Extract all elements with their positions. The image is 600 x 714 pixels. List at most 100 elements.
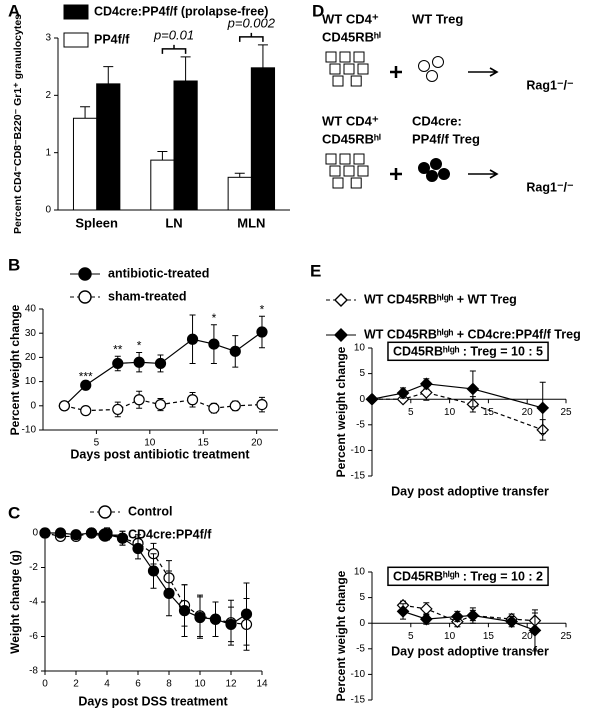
y-tick-label: 5	[359, 592, 365, 603]
marker	[396, 386, 410, 400]
y-tick-label: -6	[29, 631, 38, 642]
marker	[39, 527, 51, 539]
x-tick-label: 10	[444, 631, 456, 642]
y-tick-label: -8	[29, 666, 38, 677]
marker	[419, 602, 433, 616]
x-tick-label: 0	[42, 679, 48, 690]
treg-icon	[430, 158, 442, 170]
x-tick-label: 6	[135, 679, 141, 690]
bar	[250, 67, 276, 211]
marker	[225, 618, 237, 631]
cell-icon	[350, 177, 362, 189]
y-tick-label: 0	[32, 528, 38, 539]
y-tick-label: 2	[45, 90, 51, 101]
x-tick-label: 4	[104, 679, 110, 690]
x-tick-label: 20	[251, 438, 263, 449]
cell-icon	[332, 75, 344, 87]
plus-sign	[390, 168, 402, 180]
legend-label: Control	[128, 504, 172, 518]
y-axis-label: Percent weight change	[334, 570, 348, 701]
marker	[466, 609, 480, 622]
marker	[229, 345, 241, 357]
marker	[112, 403, 124, 416]
treg-icon	[426, 170, 438, 182]
marker	[334, 293, 348, 307]
legend-swatch	[63, 32, 89, 48]
significance-bracket	[161, 44, 187, 54]
y-tick-label: 0	[359, 394, 365, 405]
marker	[98, 505, 112, 519]
y-tick-label: 30	[25, 328, 37, 339]
y-tick-label: -10	[351, 445, 366, 456]
series-line	[45, 532, 247, 626]
x-tick-label: 20	[522, 631, 534, 642]
significance-mark: **	[113, 342, 123, 356]
cell-icon	[353, 51, 365, 63]
marker	[70, 529, 82, 541]
y-tick-label: -15	[351, 695, 366, 706]
marker	[98, 528, 112, 542]
significance-mark: *	[137, 339, 142, 353]
marker	[154, 398, 167, 411]
x-tick-label: MLN	[237, 215, 265, 230]
marker	[133, 356, 145, 368]
cell-icon	[339, 51, 351, 63]
legend-label: PP4f/f	[94, 32, 130, 46]
cell-icon	[329, 165, 341, 177]
marker	[209, 613, 222, 625]
chart-title: CD45RBʰⁱᵍʰ : Treg = 10 : 2	[393, 569, 543, 583]
legend-label: WT CD45RBʰⁱᵍʰ + CD4cre:PP4f/f Treg	[364, 327, 581, 341]
title-box	[387, 341, 549, 362]
marker	[419, 377, 433, 391]
marker	[85, 527, 98, 539]
y-tick-label: 0	[45, 205, 51, 216]
x-tick-label: 2	[73, 679, 79, 690]
marker	[112, 357, 124, 370]
marker	[178, 605, 191, 617]
x-tick-label: 8	[166, 679, 172, 690]
y-axis-label: Percent weight change	[8, 304, 22, 435]
marker	[528, 624, 542, 637]
treg-label: WT Treg	[412, 11, 463, 26]
cell-icon	[343, 63, 355, 75]
marker	[256, 326, 268, 338]
x-tick-label: 10	[444, 407, 456, 418]
error-bar	[234, 172, 245, 178]
cell-icon	[339, 153, 351, 165]
treg-icon	[438, 168, 450, 180]
marker	[154, 357, 167, 370]
marker	[58, 400, 70, 412]
x-tick-label: 10	[194, 679, 206, 690]
panel-label: A	[8, 1, 20, 20]
marker	[133, 394, 145, 406]
marker	[163, 587, 175, 599]
bar	[227, 176, 252, 211]
bar	[150, 159, 175, 211]
x-tick-label: 15	[483, 631, 495, 642]
treg-label: PP4f/f Treg	[412, 131, 480, 146]
treg-icon	[418, 162, 430, 174]
x-axis-label: Day post adoptive transfer	[391, 644, 549, 658]
p-value: p=0.01	[153, 27, 194, 42]
significance-mark: *	[212, 311, 217, 325]
marker	[365, 392, 379, 406]
marker	[186, 333, 199, 345]
x-tick-label: 15	[483, 407, 495, 418]
marker	[451, 610, 464, 623]
y-tick-label: 0	[359, 618, 365, 629]
y-axis-label: Percent weight change	[334, 346, 348, 477]
y-tick-label: 10	[354, 567, 366, 578]
marker	[536, 401, 550, 415]
y-tick-label: -10	[351, 669, 366, 680]
y-tick-label: 0	[30, 400, 36, 411]
error-bar	[80, 106, 91, 119]
bar	[72, 117, 98, 211]
cell-icon	[332, 177, 344, 189]
arrow	[468, 169, 499, 179]
cell-icon	[329, 63, 341, 75]
panel-label: E	[310, 261, 321, 280]
marker	[147, 565, 160, 577]
